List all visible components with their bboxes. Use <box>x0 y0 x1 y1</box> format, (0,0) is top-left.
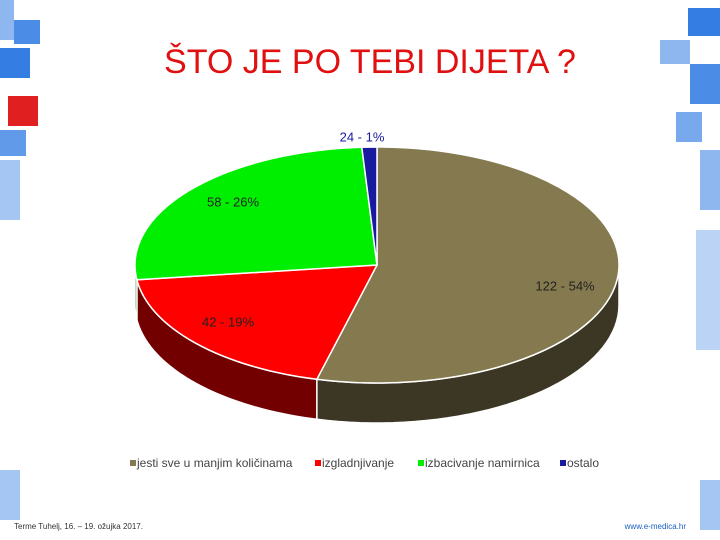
data-label: 24 - 1% <box>340 129 385 144</box>
slice <box>135 264 379 381</box>
legend-label: izbacivanje namirnica <box>425 456 540 470</box>
data-label: 42 - 19% <box>202 314 254 329</box>
slice <box>315 146 620 384</box>
legend-marker <box>418 460 424 466</box>
data-label: 122 - 54% <box>535 278 595 293</box>
legend-label: izgladnjivanje <box>322 456 394 470</box>
legend-marker <box>560 460 566 466</box>
title: ŠTO JE PO TEBI DIJETA ? <box>164 43 576 81</box>
data-label: 58 - 26% <box>207 194 259 209</box>
pie-chart: 122 - 54% 42 - 19% 58 - 26% 24 - 1% jesti sv… <box>130 129 620 470</box>
footer-left: Terme Tuhelj, 16. – 19. ožujka 2017. <box>14 522 143 531</box>
slice <box>360 146 378 266</box>
footer-right: www.e-medica.hr <box>624 522 687 531</box>
legend-label: jesti sve u manjim količinama <box>136 456 293 470</box>
legend-marker <box>315 460 321 466</box>
slice <box>134 146 378 281</box>
legend-label: ostalo <box>567 456 599 470</box>
legend-marker <box>130 460 136 466</box>
